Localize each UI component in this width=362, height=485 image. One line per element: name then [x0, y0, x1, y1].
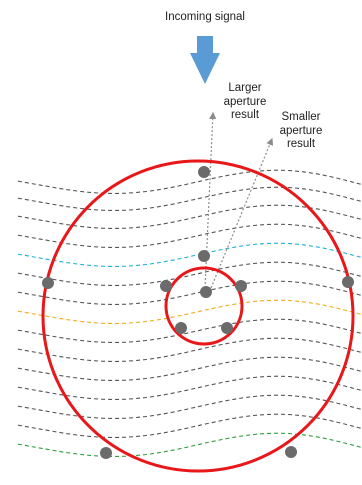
receiver-dot — [160, 280, 172, 292]
wavefront-line — [17, 242, 362, 267]
wavefront-line — [17, 318, 362, 343]
receiver-dot — [198, 250, 210, 262]
wavefront-line — [17, 299, 362, 324]
wavefront-line — [17, 337, 362, 362]
smaller-aperture-label: Smaller aperture result — [279, 111, 323, 150]
wavefront-line — [17, 204, 362, 229]
receiver-dot — [221, 322, 233, 334]
wavefront-line — [17, 394, 362, 419]
down-arrow-icon — [190, 36, 220, 84]
wavefront-line — [17, 169, 362, 194]
receiver-dot — [285, 446, 297, 458]
wavefront-line — [17, 261, 362, 286]
result-pointers — [204, 111, 274, 289]
wavefront-lines — [17, 169, 362, 457]
larger-aperture-label: Larger aperture result — [223, 82, 267, 121]
receiver-dot — [235, 280, 247, 292]
small-aperture-circle — [164, 266, 244, 346]
incoming-signal-label: Incoming signal — [165, 11, 245, 23]
large-aperture-circle — [41, 159, 355, 473]
wavefront-line — [17, 223, 362, 248]
larger-aperture-pointer — [204, 111, 217, 289]
wavefront-line — [17, 186, 362, 211]
receiver-dot — [198, 166, 210, 178]
wavefront-line — [17, 375, 362, 400]
receiver-dot — [42, 277, 54, 289]
receiver-dot — [342, 276, 354, 288]
receiver-dot — [175, 322, 187, 334]
receiver-dot — [100, 447, 112, 459]
wavefront-line — [17, 280, 362, 305]
smaller-aperture-pointer — [210, 137, 274, 289]
receiver-dots — [42, 166, 354, 459]
receiver-dot — [200, 286, 212, 298]
wavefront-line — [17, 432, 362, 457]
wavefront-line — [17, 356, 362, 381]
wavefront-line — [17, 413, 362, 438]
